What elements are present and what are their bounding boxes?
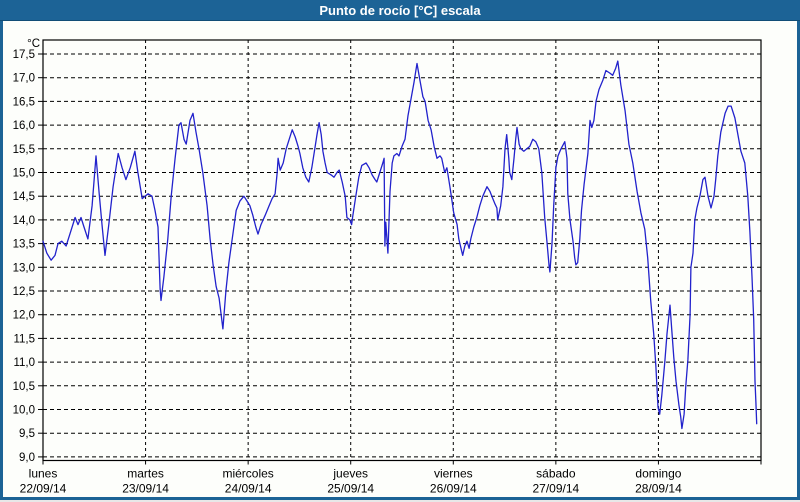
day-date-label: 22/09/14 bbox=[20, 482, 67, 496]
day-date-label: 24/09/14 bbox=[225, 482, 272, 496]
y-tick-label: 11,0 bbox=[13, 357, 35, 369]
day-date-label: 23/09/14 bbox=[122, 482, 169, 496]
y-tick-label: 10,5 bbox=[13, 381, 35, 393]
day-name-label: jueves bbox=[332, 467, 368, 481]
y-tick-label: 17,5 bbox=[13, 49, 35, 61]
y-tick-label: 17,0 bbox=[13, 73, 35, 85]
y-tick-label: 14,0 bbox=[13, 215, 35, 227]
y-axis-unit-label: °C bbox=[27, 38, 40, 50]
day-name-label: lunes bbox=[29, 467, 58, 481]
y-tick-label: 9,0 bbox=[19, 452, 35, 464]
dewpoint-chart-canvas: 17,5 17,0 16,5 16,0 15,5 15,0 14,5 14,0 13,5 13,0… bbox=[13, 38, 762, 496]
day-name-label: martes bbox=[127, 467, 164, 481]
chart-area: 17,5 17,0 16,5 16,0 15,5 15,0 14,5 14,0 13,5 13,0… bbox=[3, 21, 797, 497]
day-name-label: sábado bbox=[536, 467, 576, 481]
window-title: Punto de rocío [°C] escala bbox=[319, 2, 481, 18]
y-tick-label: 11,5 bbox=[13, 333, 35, 345]
y-tick-label: 12,0 bbox=[13, 310, 35, 322]
day-date-label: 28/09/14 bbox=[635, 482, 682, 496]
plot-border bbox=[42, 39, 762, 462]
dewpoint-line bbox=[42, 60, 758, 430]
day-name-label: miércoles bbox=[222, 467, 273, 481]
day-name-label: domingo bbox=[635, 467, 681, 481]
y-tick-label: 13,5 bbox=[13, 239, 35, 251]
day-name-label: viernes bbox=[434, 467, 473, 481]
y-tick-label: 10,0 bbox=[13, 405, 35, 417]
window-titlebar: Punto de rocío [°C] escala bbox=[0, 0, 800, 21]
y-tick-label: 16,0 bbox=[13, 120, 35, 132]
y-tick-label: 15,5 bbox=[13, 144, 35, 156]
y-tick-label: 9,5 bbox=[19, 428, 35, 440]
y-tick-label: 16,5 bbox=[13, 96, 35, 108]
y-tick-label: 13,0 bbox=[13, 262, 35, 274]
day-date-label: 27/09/14 bbox=[532, 482, 579, 496]
y-tick-label: 15,0 bbox=[13, 168, 35, 180]
day-date-label: 26/09/14 bbox=[430, 482, 477, 496]
day-date-label: 25/09/14 bbox=[327, 482, 374, 496]
y-tick-label: 12,5 bbox=[13, 286, 35, 298]
y-tick-label: 14,5 bbox=[13, 191, 35, 203]
